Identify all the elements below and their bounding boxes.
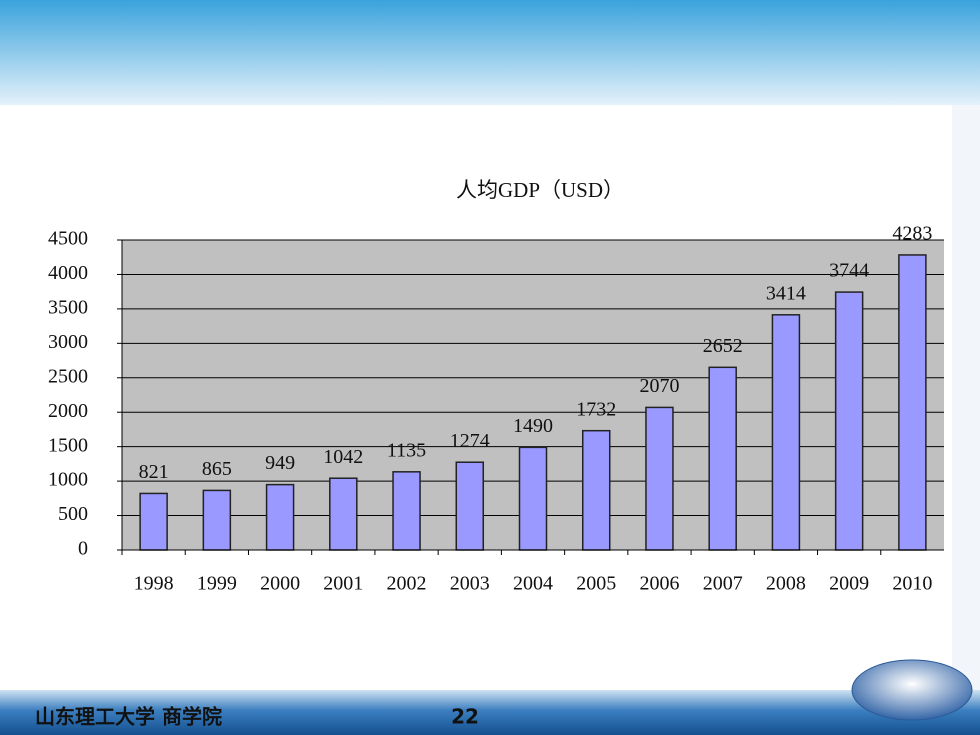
footer-band xyxy=(0,690,980,735)
x-tick-label: 2000 xyxy=(260,573,300,595)
x-tick-label: 2004 xyxy=(513,573,553,595)
bar xyxy=(645,406,674,551)
x-tick-label: 2007 xyxy=(703,573,743,595)
y-tick-label: 0 xyxy=(78,538,88,560)
value-label: 949 xyxy=(265,452,295,474)
value-label: 1042 xyxy=(323,446,363,468)
x-tick-label: 2001 xyxy=(323,573,363,595)
value-label: 821 xyxy=(139,461,169,483)
bar xyxy=(771,314,801,551)
x-tick-label: 2002 xyxy=(387,573,427,595)
x-tick-label: 2006 xyxy=(639,573,679,595)
bar xyxy=(834,291,864,551)
value-label: 865 xyxy=(202,458,232,480)
chart-title: 人均GDP（USD） xyxy=(456,178,624,202)
y-tick-label: 500 xyxy=(58,503,88,525)
value-label: 3414 xyxy=(766,282,806,304)
side-strip xyxy=(952,105,980,690)
value-label: 1490 xyxy=(513,415,553,437)
value-label: 3744 xyxy=(829,260,869,282)
page-number: 22 xyxy=(451,705,479,729)
value-label: 1274 xyxy=(450,430,490,452)
y-tick-label: 1000 xyxy=(48,469,88,491)
bar xyxy=(265,483,295,551)
header-band xyxy=(0,0,980,105)
x-tick-label: 1999 xyxy=(197,573,237,595)
x-tick-label: 2005 xyxy=(576,573,616,595)
bar xyxy=(708,366,737,551)
value-label: 2070 xyxy=(639,375,679,397)
bar xyxy=(392,471,421,551)
y-tick-label: 1500 xyxy=(48,434,88,456)
y-tick-label: 2000 xyxy=(48,400,88,422)
value-label: 1732 xyxy=(576,398,616,420)
x-tick-label: 1998 xyxy=(134,573,174,595)
footer-institution: 山东理工大学 商学院 xyxy=(35,705,222,729)
bar xyxy=(202,489,232,551)
y-tick-label: 3000 xyxy=(48,331,88,353)
bar xyxy=(518,446,548,551)
value-label: 1135 xyxy=(387,439,426,461)
value-label: 2652 xyxy=(703,335,743,357)
y-tick-label: 3500 xyxy=(48,296,88,318)
bar xyxy=(898,254,927,551)
bar xyxy=(329,477,358,551)
y-tick-label: 4500 xyxy=(48,228,88,250)
bar xyxy=(581,429,611,551)
y-tick-label: 4000 xyxy=(48,262,88,284)
bar xyxy=(455,461,485,551)
value-label: 4283 xyxy=(892,223,932,245)
x-tick-label: 2010 xyxy=(892,573,932,595)
y-tick-label: 2500 xyxy=(48,365,88,387)
x-tick-label: 2009 xyxy=(829,573,869,595)
x-tick-label: 2008 xyxy=(766,573,806,595)
bar xyxy=(139,492,168,551)
x-tick-label: 2003 xyxy=(450,573,490,595)
logo-bowl xyxy=(851,659,973,721)
